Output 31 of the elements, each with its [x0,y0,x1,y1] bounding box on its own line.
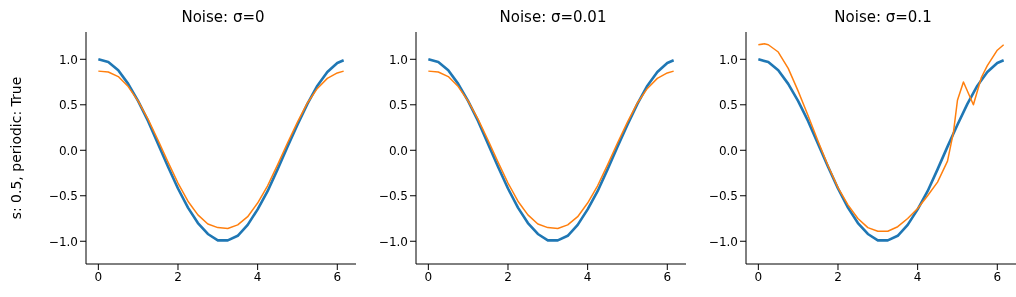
x-tick-label: 6 [333,269,342,284]
x-tick-label: 4 [913,269,922,284]
x-tick-label: 2 [834,269,842,284]
chart-title: Noise: σ=0.1 [833,8,933,28]
y-tick-label: 1.0 [718,52,738,67]
y-tick-label: −1.0 [48,234,78,249]
y-tick-label: 0.5 [58,98,78,113]
y-axis-title: s: 0.5, periodic: True [7,76,24,220]
chart-title: Noise: σ=0.01 [498,8,608,28]
x-tick-label: 0 [94,269,103,284]
y-tick-label: 1.0 [58,52,78,67]
y-tick-label: 1.0 [388,52,408,67]
y-tick-label: −0.5 [48,189,78,204]
x-tick-label: 4 [583,269,592,284]
y-tick-label: 0.0 [58,143,78,158]
x-tick-label: 2 [174,269,182,284]
y-tick-label: 0.5 [718,98,738,113]
y-tick-label: −0.5 [378,189,408,204]
y-tick-label: −1.0 [378,234,408,249]
y-tick-label: −0.5 [708,189,738,204]
y-tick-label: 0.0 [388,143,408,158]
y-tick-label: −1.0 [708,234,738,249]
y-tick-label: 0.0 [718,143,738,158]
y-tick-label: 0.5 [388,98,408,113]
x-tick-label: 2 [504,269,512,284]
chart-title: Noise: σ=0 [180,8,266,28]
x-tick-label: 6 [993,269,1002,284]
x-tick-label: 0 [754,269,763,284]
x-tick-label: 0 [424,269,433,284]
x-tick-label: 6 [663,269,672,284]
x-tick-label: 4 [253,269,262,284]
